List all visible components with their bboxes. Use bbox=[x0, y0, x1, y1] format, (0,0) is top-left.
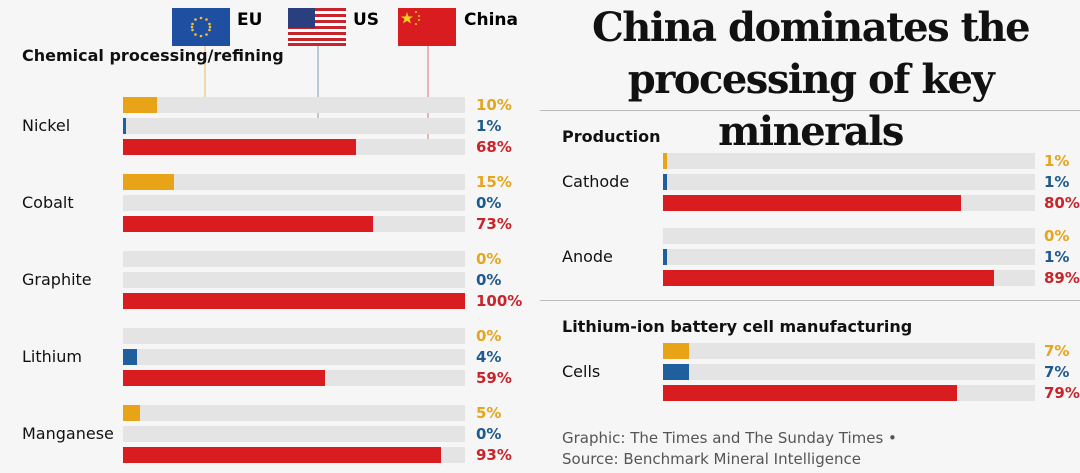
bar-track bbox=[663, 385, 1035, 401]
data-label-eu-anode: 0% bbox=[1044, 227, 1070, 245]
data-label-eu-nickel: 10% bbox=[476, 96, 512, 114]
bar-track bbox=[663, 153, 1035, 169]
data-label-us-manganese: 0% bbox=[476, 425, 502, 443]
bar-china-manganese bbox=[123, 447, 442, 463]
category-label-lithium: Lithium bbox=[22, 347, 82, 366]
bar-us-cathode bbox=[663, 174, 667, 190]
bar-china-cells bbox=[663, 385, 957, 401]
data-label-us-nickel: 1% bbox=[476, 117, 502, 135]
data-label-eu-cobalt: 15% bbox=[476, 173, 512, 191]
data-label-us-cells: 7% bbox=[1044, 363, 1070, 381]
data-label-china-cells: 79% bbox=[1044, 384, 1080, 402]
bar-track bbox=[663, 174, 1035, 190]
eu-flag-icon bbox=[172, 8, 230, 46]
data-label-china-anode: 89% bbox=[1044, 269, 1080, 287]
data-label-eu-graphite: 0% bbox=[476, 250, 502, 268]
category-label-anode: Anode bbox=[562, 247, 613, 266]
category-label-manganese: Manganese bbox=[22, 424, 114, 443]
category-label-cobalt: Cobalt bbox=[22, 193, 74, 212]
data-label-us-anode: 1% bbox=[1044, 248, 1070, 266]
legend-eu: EU bbox=[237, 10, 263, 30]
bar-track bbox=[663, 195, 1035, 211]
bar-china-nickel bbox=[123, 139, 356, 155]
data-label-china-lithium: 59% bbox=[476, 369, 512, 387]
bar-china-graphite bbox=[123, 293, 465, 309]
bar-us-cells bbox=[663, 364, 690, 380]
data-label-eu-cells: 7% bbox=[1044, 342, 1070, 360]
source-credit: Graphic: The Times and The Sunday Times … bbox=[562, 428, 897, 470]
bar-track bbox=[123, 216, 465, 232]
bar-track bbox=[663, 270, 1035, 286]
data-label-us-graphite: 0% bbox=[476, 271, 502, 289]
bar-track bbox=[663, 343, 1035, 359]
graphic-credit: Graphic: The Times and The Sunday Times … bbox=[562, 429, 897, 447]
bar-china-cathode bbox=[663, 195, 961, 211]
bar-track bbox=[123, 118, 465, 134]
bar-track bbox=[123, 97, 465, 113]
divider bbox=[540, 300, 1080, 301]
source-line: Source: Benchmark Mineral Intelligence bbox=[562, 450, 861, 468]
bar-track bbox=[663, 364, 1035, 380]
category-label-graphite: Graphite bbox=[22, 270, 92, 289]
bar-track bbox=[123, 293, 465, 309]
data-label-eu-lithium: 0% bbox=[476, 327, 502, 345]
bar-us-anode bbox=[663, 249, 667, 265]
section-title-production: Production bbox=[562, 127, 661, 146]
bar-eu-nickel bbox=[123, 97, 158, 113]
data-label-us-lithium: 4% bbox=[476, 348, 502, 366]
bar-track bbox=[123, 447, 465, 463]
bar-track bbox=[123, 370, 465, 386]
bar-track bbox=[123, 139, 465, 155]
category-label-nickel: Nickel bbox=[22, 116, 71, 135]
bar-eu-manganese bbox=[123, 405, 141, 421]
section-title-cells: Lithium-ion battery cell manufacturing bbox=[562, 317, 913, 336]
legend-us: US bbox=[353, 10, 380, 30]
bar-china-cobalt bbox=[123, 216, 373, 232]
bar-track bbox=[123, 272, 465, 288]
data-label-china-cathode: 80% bbox=[1044, 194, 1080, 212]
bar-track bbox=[663, 249, 1035, 265]
data-label-eu-manganese: 5% bbox=[476, 404, 502, 422]
legend-china: China bbox=[464, 10, 518, 30]
data-label-china-graphite: 100% bbox=[476, 292, 523, 310]
data-label-us-cathode: 1% bbox=[1044, 173, 1070, 191]
bar-track bbox=[123, 174, 465, 190]
bar-track bbox=[663, 228, 1035, 244]
bar-eu-cathode bbox=[663, 153, 667, 169]
data-label-china-manganese: 93% bbox=[476, 446, 512, 464]
bar-track bbox=[123, 195, 465, 211]
bar-track bbox=[123, 328, 465, 344]
legend-leader-lines bbox=[126, 46, 429, 148]
bar-china-anode bbox=[663, 270, 995, 286]
bar-us-lithium bbox=[123, 349, 137, 365]
bar-track bbox=[123, 405, 465, 421]
data-label-eu-cathode: 1% bbox=[1044, 152, 1070, 170]
page-title: China dominates the processing of key mi… bbox=[591, 4, 1031, 155]
divider bbox=[540, 110, 1080, 111]
section-title-refining: Chemical processing/refining bbox=[22, 46, 284, 65]
data-label-china-cobalt: 73% bbox=[476, 215, 512, 233]
bar-eu-cells bbox=[663, 343, 690, 359]
bar-china-lithium bbox=[123, 370, 325, 386]
bar-track bbox=[123, 251, 465, 267]
china-flag-icon bbox=[398, 8, 456, 46]
bar-eu-cobalt bbox=[123, 174, 175, 190]
data-label-us-cobalt: 0% bbox=[476, 194, 502, 212]
bar-track bbox=[123, 349, 465, 365]
bar-us-nickel bbox=[123, 118, 127, 134]
us-flag-icon bbox=[288, 8, 346, 46]
category-label-cells: Cells bbox=[562, 362, 601, 381]
category-label-cathode: Cathode bbox=[562, 172, 630, 191]
data-label-china-nickel: 68% bbox=[476, 138, 512, 156]
bar-track bbox=[123, 426, 465, 442]
